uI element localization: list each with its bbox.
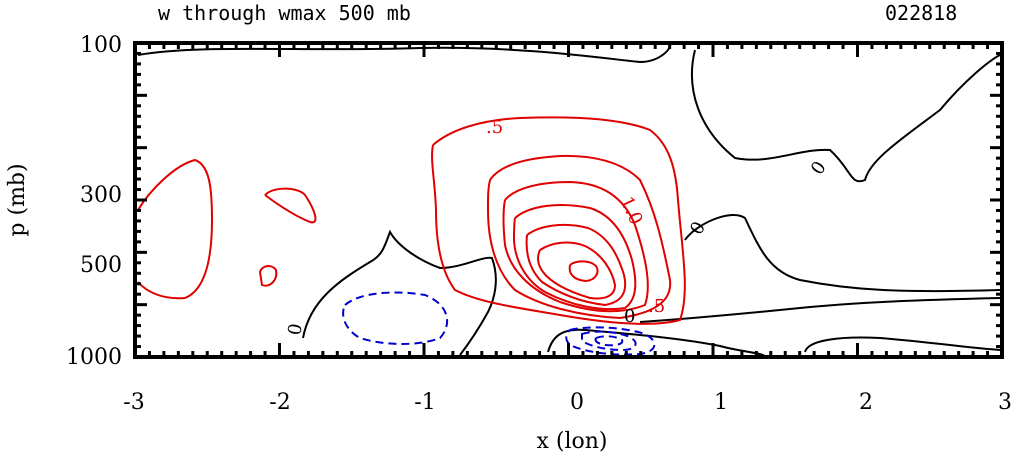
red-contour-left-small	[264, 187, 317, 224]
blue-contour-left	[342, 291, 448, 345]
contour-label: 1.0	[615, 193, 646, 228]
x-tick-label: 1	[714, 390, 728, 415]
y-tick-label: 500	[80, 253, 122, 278]
x-tick-label: -3	[123, 390, 144, 415]
x-axis-label: x (lon)	[536, 429, 607, 454]
x-tick-label: 0	[570, 390, 584, 415]
zero-contour-bottom-right	[804, 336, 1001, 353]
zero-contour-mid-right	[684, 214, 1001, 293]
zero-contour-top	[137, 43, 672, 64]
y-axis-label: p (mb)	[5, 163, 30, 236]
red-contour-6	[537, 241, 617, 300]
y-tick-labels: 100 300 500 1000	[66, 33, 122, 370]
x-tick-label: -1	[414, 390, 435, 415]
contour-label: 0	[284, 322, 307, 337]
zero-contour-surface	[547, 328, 766, 357]
y-tick-label: 100	[80, 33, 122, 58]
y-tick-label: 1000	[66, 345, 122, 370]
contour-label: 0	[624, 306, 635, 327]
negative-contours	[342, 291, 656, 356]
zero-contour-upper-right	[691, 49, 1001, 183]
zero-contour-left-bump	[302, 229, 497, 356]
red-contour-5	[525, 223, 627, 307]
blue-contour-surface-inner	[594, 335, 624, 347]
contour-label: .5	[648, 296, 665, 317]
red-contour-left-tiny	[258, 265, 278, 287]
positive-contours	[137, 116, 686, 325]
chart-title: w through wmax 500 mb	[158, 1, 411, 25]
x-tick-labels: -3 -2 -1 0 1 2 3	[123, 390, 1012, 415]
x-tick-label: 2	[859, 390, 873, 415]
red-contour-2	[486, 154, 672, 320]
y-tick-label: 300	[80, 183, 122, 208]
x-tick-label: 3	[998, 390, 1012, 415]
red-contour-center	[568, 260, 599, 283]
contour-label: 0	[807, 157, 831, 178]
tick-marks	[133, 41, 1004, 359]
red-contour-outer	[431, 116, 686, 325]
zero-contours	[137, 43, 1001, 357]
zero-contour-lower-right	[639, 297, 1001, 323]
red-contour-4	[512, 204, 637, 311]
date-label: 022818	[885, 1, 957, 25]
contour-label: .5	[486, 117, 503, 138]
red-contour-left	[137, 158, 214, 300]
red-contour-3	[502, 180, 649, 313]
x-tick-label: -2	[269, 390, 290, 415]
